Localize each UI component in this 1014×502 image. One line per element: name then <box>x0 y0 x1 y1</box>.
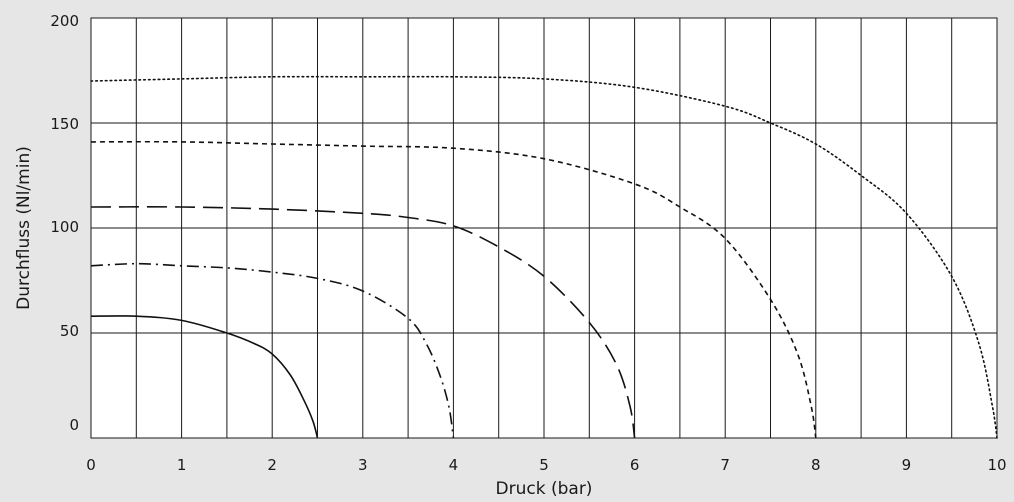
series-line-solid <box>90 315 319 439</box>
series-line-dash-dot <box>90 262 455 439</box>
y-axis-title: Durchfluss (Nl/min) <box>14 146 34 310</box>
x-tick-label: 8 <box>811 456 821 474</box>
y-tick-label: 0 <box>69 416 79 434</box>
series-line-dotted <box>90 75 998 439</box>
grid <box>91 18 997 438</box>
series-line-short-dashed <box>90 140 817 439</box>
x-tick-label: 1 <box>177 456 187 474</box>
series-group <box>90 75 998 439</box>
x-tick-label: 7 <box>720 456 730 474</box>
x-tick-label: 5 <box>539 456 549 474</box>
series-line-dashed <box>90 206 636 439</box>
x-tick-label: 9 <box>902 456 912 474</box>
y-tick-label: 50 <box>60 322 79 340</box>
y-tick-labels: 0 50 100 150 200 <box>50 12 79 434</box>
y-tick-label: 100 <box>50 218 79 236</box>
x-axis-title: Druck (bar) <box>496 479 593 499</box>
x-tick-label: 4 <box>449 456 459 474</box>
plot-frame <box>90 17 998 439</box>
x-tick-label: 3 <box>358 456 368 474</box>
x-tick-labels: 0 1 2 3 4 5 6 7 8 9 10 <box>86 456 1006 474</box>
x-tick-label: 0 <box>86 456 96 474</box>
y-tick-label: 200 <box>50 12 79 30</box>
x-tick-label: 2 <box>267 456 277 474</box>
x-tick-label: 10 <box>987 456 1006 474</box>
x-tick-label: 6 <box>630 456 640 474</box>
y-tick-label: 150 <box>50 115 79 133</box>
